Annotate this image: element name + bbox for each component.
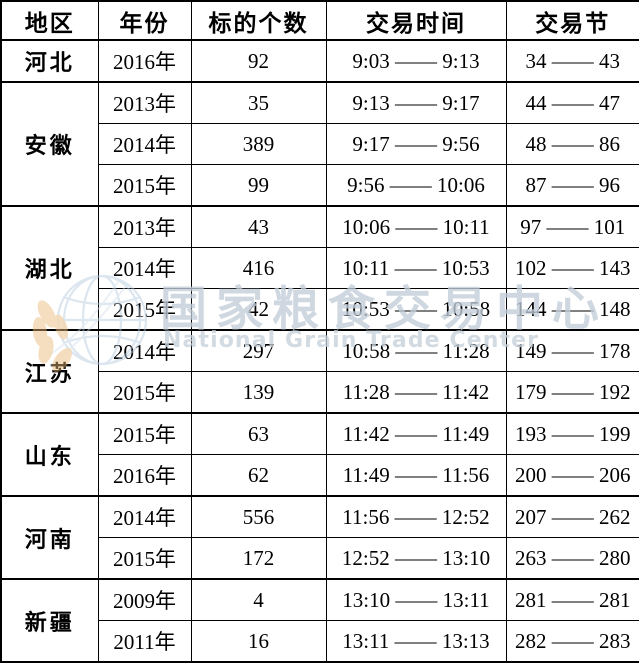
cell-year: 2016年 (97, 454, 192, 497)
table-row: 江苏 2014年 297 10:58 —— 11:28 149 —— 178 (0, 329, 639, 414)
cell-count: 62 (190, 454, 327, 497)
cell-year: 2014年 (97, 495, 192, 538)
cell-count: 42 (190, 288, 327, 331)
column-header-year: 年份 (97, 0, 192, 41)
cell-session: 102 —— 143 (505, 247, 639, 289)
column-header-time: 交易时间 (325, 0, 507, 41)
cell-region: 湖北 (0, 205, 99, 331)
table-row: 2015年 42 10:53 —— 10:58 144 —— 148 (1, 288, 639, 331)
cell-session: 48 —— 86 (505, 123, 639, 165)
cell-time: 11:42 —— 11:49 (325, 412, 507, 455)
cell-time: 12:52 —— 13:10 (325, 537, 507, 580)
table-row: 山东 2015年 63 11:42 —— 11:49 193 —— 199 (0, 412, 639, 497)
table-row: 2014年 389 9:17 —— 9:56 48 —— 86 (1, 123, 639, 165)
cell-year: 2009年 (97, 578, 192, 621)
cell-year: 2013年 (97, 205, 192, 248)
cell-time: 9:03 —— 9:13 (325, 39, 507, 83)
cell-year: 2015年 (97, 288, 192, 331)
cell-region: 山东 (0, 412, 99, 497)
cell-time: 9:17 —— 9:56 (325, 123, 507, 165)
cell-count: 43 (190, 205, 327, 248)
cell-time: 10:06 —— 10:11 (325, 205, 507, 248)
cell-year: 2013年 (97, 81, 192, 124)
cell-time: 10:53 —— 10:58 (325, 288, 507, 331)
column-header-region: 地区 (0, 0, 99, 41)
table-row: 2016年 62 11:49 —— 11:56 200 —— 206 (1, 454, 639, 497)
cell-session: 144 —— 148 (505, 288, 639, 331)
table-row: 新疆 2009年 4 13:10 —— 13:11 281 —— 281 (0, 578, 639, 663)
cell-year: 2015年 (97, 537, 192, 580)
cell-time: 11:56 —— 12:52 (325, 495, 507, 538)
cell-session: 34 —— 43 (505, 39, 639, 83)
cell-time: 13:11 —— 13:13 (325, 620, 507, 663)
cell-time: 11:49 —— 11:56 (325, 454, 507, 497)
cell-time: 9:13 —— 9:17 (325, 81, 507, 124)
cell-count: 389 (190, 123, 327, 165)
cell-count: 16 (190, 620, 327, 663)
cell-year: 2014年 (97, 247, 192, 289)
column-header-count: 标的个数 (190, 0, 327, 41)
cell-count: 297 (190, 329, 327, 372)
cell-year: 2015年 (97, 164, 192, 207)
cell-time: 10:11 —— 10:53 (325, 247, 507, 289)
cell-region: 江苏 (0, 329, 99, 414)
cell-session: 44 —— 47 (505, 81, 639, 124)
cell-count: 4 (190, 578, 327, 621)
table-row: 安徽 2013年 35 9:13 —— 9:17 44 —— 47 (0, 81, 639, 207)
cell-region: 安徽 (0, 81, 99, 207)
cell-region: 河北 (0, 39, 99, 83)
cell-session: 87 —— 96 (505, 164, 639, 207)
cell-count: 92 (190, 39, 327, 83)
cell-year: 2015年 (97, 412, 192, 455)
cell-session: 200 —— 206 (505, 454, 639, 497)
cell-year: 2014年 (97, 329, 192, 372)
cell-session: 281 —— 281 (505, 578, 639, 621)
table-row: 2015年 99 9:56 —— 10:06 87 —— 96 (1, 164, 639, 207)
table-row: 2015年 172 12:52 —— 13:10 263 —— 280 (1, 537, 639, 580)
cell-session: 282 —— 283 (505, 620, 639, 663)
cell-session: 207 —— 262 (505, 495, 639, 538)
cell-time: 10:58 —— 11:28 (325, 329, 507, 372)
cell-count: 35 (190, 81, 327, 124)
cell-year: 2014年 (97, 123, 192, 165)
cell-session: 97 —— 101 (505, 205, 639, 248)
cell-region: 新疆 (0, 578, 99, 663)
table-header-row: 地区 年份 标的个数 交易时间 交易节 (0, 0, 639, 41)
table-row: 河北 2016年 92 9:03 —— 9:13 34 —— 43 (0, 39, 639, 83)
cell-session: 149 —— 178 (505, 329, 639, 372)
cell-year: 2011年 (97, 620, 192, 663)
cell-year: 2016年 (97, 39, 192, 83)
cell-count: 139 (190, 371, 327, 414)
cell-session: 193 —— 199 (505, 412, 639, 455)
cell-count: 99 (190, 164, 327, 207)
table-row: 2015年 139 11:28 —— 11:42 179 —— 192 (1, 371, 639, 414)
cell-year: 2015年 (97, 371, 192, 414)
cell-time: 13:10 —— 13:11 (325, 578, 507, 621)
cell-region: 河南 (0, 495, 99, 580)
cell-count: 63 (190, 412, 327, 455)
cell-count: 172 (190, 537, 327, 580)
table-row: 湖北 2013年 43 10:06 —— 10:11 97 —— 101 (0, 205, 639, 331)
cell-time: 9:56 —— 10:06 (325, 164, 507, 207)
cell-count: 416 (190, 247, 327, 289)
cell-session: 179 —— 192 (505, 371, 639, 414)
table-row: 河南 2014年 556 11:56 —— 12:52 207 —— 262 (0, 495, 639, 580)
cell-session: 263 —— 280 (505, 537, 639, 580)
column-header-session: 交易节 (505, 0, 639, 41)
table-row: 2014年 416 10:11 —— 10:53 102 —— 143 (1, 247, 639, 289)
cell-time: 11:28 —— 11:42 (325, 371, 507, 414)
cell-count: 556 (190, 495, 327, 538)
